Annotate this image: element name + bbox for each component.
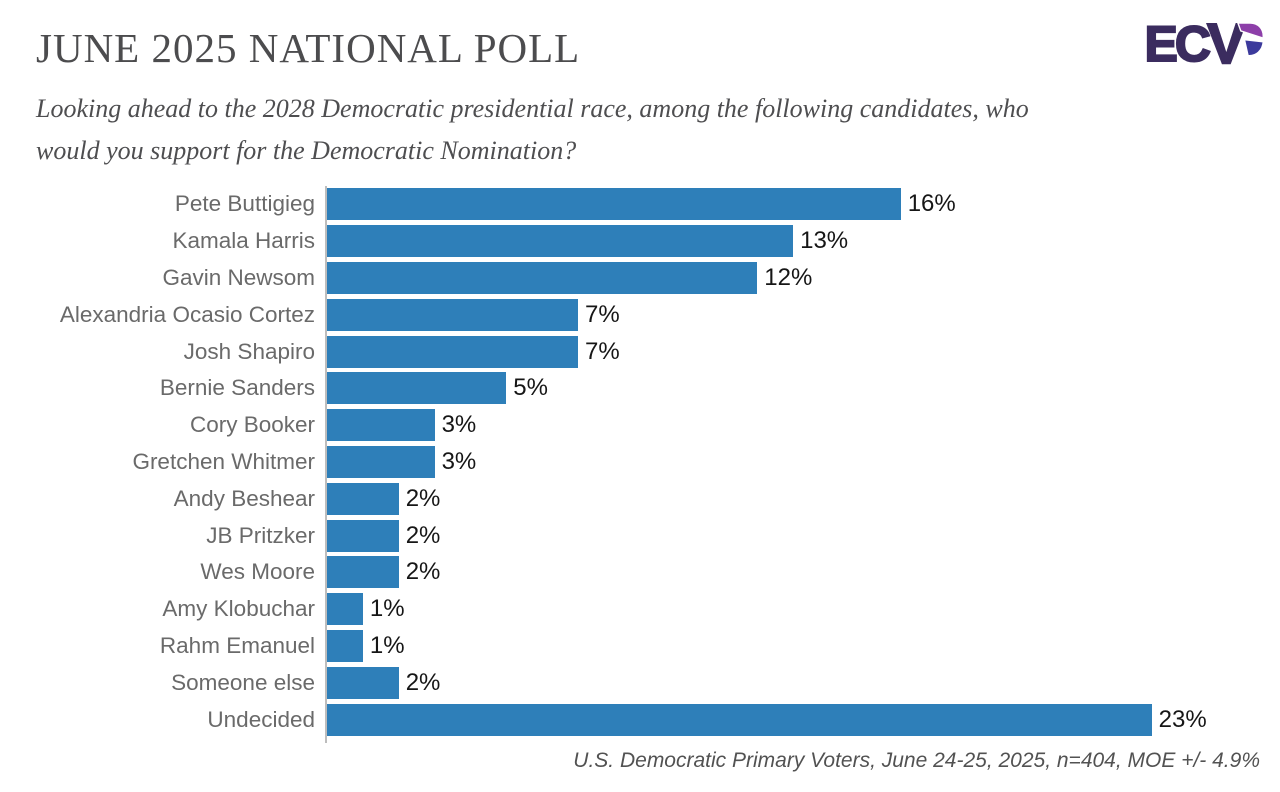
value-label: 1% (369, 631, 405, 659)
chart-row: Undecided 23% (0, 701, 1280, 738)
bar (327, 629, 363, 662)
chart-row: Amy Klobuchar 1% (0, 590, 1280, 628)
category-label: JB Pritzker (206, 522, 315, 548)
value-label: 13% (800, 227, 849, 255)
category-label: Wes Moore (200, 559, 315, 585)
value-label: 3% (441, 411, 477, 439)
bar-track: 23% (325, 701, 1270, 738)
chart-row: Wes Moore 2% (0, 553, 1280, 591)
logo-p-check (1206, 22, 1247, 65)
chart-row: Gretchen Whitmer 3% (0, 443, 1280, 481)
bar (327, 593, 363, 626)
logo-p-blue-wedge (1243, 38, 1264, 57)
chart-row: Rahm Emanuel 1% (0, 627, 1280, 665)
bar-track: 2% (325, 553, 1270, 591)
bar-track: 2% (325, 480, 1270, 518)
category-label: Andy Beshear (173, 485, 315, 511)
ecp-logo: EC (1144, 15, 1264, 74)
bar (327, 188, 901, 221)
logo-p-purple-wedge (1236, 22, 1264, 40)
category-label: Undecided (207, 706, 315, 732)
bar-track: 1% (325, 590, 1270, 628)
value-label: 7% (584, 337, 620, 365)
chart-row: JB Pritzker 2% (0, 517, 1280, 554)
poll-question-line2: would you support for the Democratic Nom… (36, 136, 577, 165)
chart-row: Cory Booker 3% (0, 406, 1280, 444)
logo-letters: EC (1144, 15, 1213, 73)
chart-row: Josh Shapiro 7% (0, 333, 1280, 370)
value-label: 7% (584, 300, 620, 328)
bar-track: 2% (325, 664, 1270, 702)
bar-track: 3% (325, 406, 1270, 444)
value-label: 12% (764, 263, 813, 291)
value-label: 2% (405, 668, 441, 696)
category-label: Rahm Emanuel (159, 632, 315, 658)
category-label: Amy Klobuchar (162, 596, 315, 622)
category-label: Someone else (171, 669, 315, 695)
category-label: Alexandria Ocasio Cortez (59, 301, 315, 327)
bar (327, 482, 399, 515)
bar-track: 7% (325, 296, 1270, 334)
bar (327, 519, 399, 552)
bar-track: 1% (325, 627, 1270, 665)
value-label: 2% (405, 484, 441, 512)
bar (327, 666, 399, 699)
chart-row: Bernie Sanders 5% (0, 369, 1280, 407)
value-label: 23% (1158, 705, 1207, 733)
chart-row: Alexandria Ocasio Cortez 7% (0, 296, 1280, 334)
chart-row: Gavin Newsom 12% (0, 259, 1280, 297)
bar-track: 7% (325, 333, 1270, 370)
bar (327, 335, 578, 368)
category-label: Cory Booker (189, 412, 315, 438)
bar (327, 372, 507, 405)
source-note: U.S. Democratic Primary Voters, June 24-… (573, 748, 1260, 772)
category-label: Gretchen Whitmer (132, 448, 315, 474)
bar-track: 2% (325, 517, 1270, 554)
bar (327, 225, 794, 258)
bar (327, 298, 578, 331)
bar-track: 5% (325, 369, 1270, 407)
category-label: Pete Buttigieg (174, 191, 315, 217)
value-label: 1% (369, 595, 405, 623)
category-label: Josh Shapiro (183, 338, 315, 364)
category-label: Gavin Newsom (162, 264, 315, 290)
value-label: 3% (441, 447, 477, 475)
chart-row: Kamala Harris 13% (0, 222, 1280, 260)
chart-row: Pete Buttigieg 16% (0, 186, 1280, 223)
category-label: Bernie Sanders (159, 375, 315, 401)
value-label: 5% (513, 374, 548, 402)
poll-question: Looking ahead to the 2028 Democratic pre… (36, 88, 1244, 172)
bar-track: 12% (325, 259, 1270, 297)
bar (327, 261, 758, 294)
bar (327, 556, 399, 589)
logo-p-icon (1206, 22, 1264, 65)
page-title: JUNE 2025 NATIONAL POLL (36, 25, 581, 71)
chart-row: Andy Beshear 2% (0, 480, 1280, 518)
value-label: 16% (907, 190, 956, 218)
chart-row: Someone else 2% (0, 664, 1280, 702)
bar (327, 703, 1152, 736)
axis-line-tail (325, 737, 1280, 743)
value-label: 2% (405, 521, 441, 549)
header: JUNE 2025 NATIONAL POLL EC (0, 0, 1280, 74)
value-label: 2% (405, 558, 441, 586)
bar-track: 13% (325, 222, 1270, 260)
category-label: Kamala Harris (172, 228, 315, 254)
bar-track: 3% (325, 443, 1270, 481)
bar-track: 16% (325, 186, 1270, 223)
poll-question-line1: Looking ahead to the 2028 Democratic pre… (36, 94, 1029, 123)
bar (327, 409, 435, 442)
bar-chart: Pete Buttigieg 16% Kamala Harris 13% Gavin N… (0, 186, 1280, 738)
bar (327, 445, 435, 478)
